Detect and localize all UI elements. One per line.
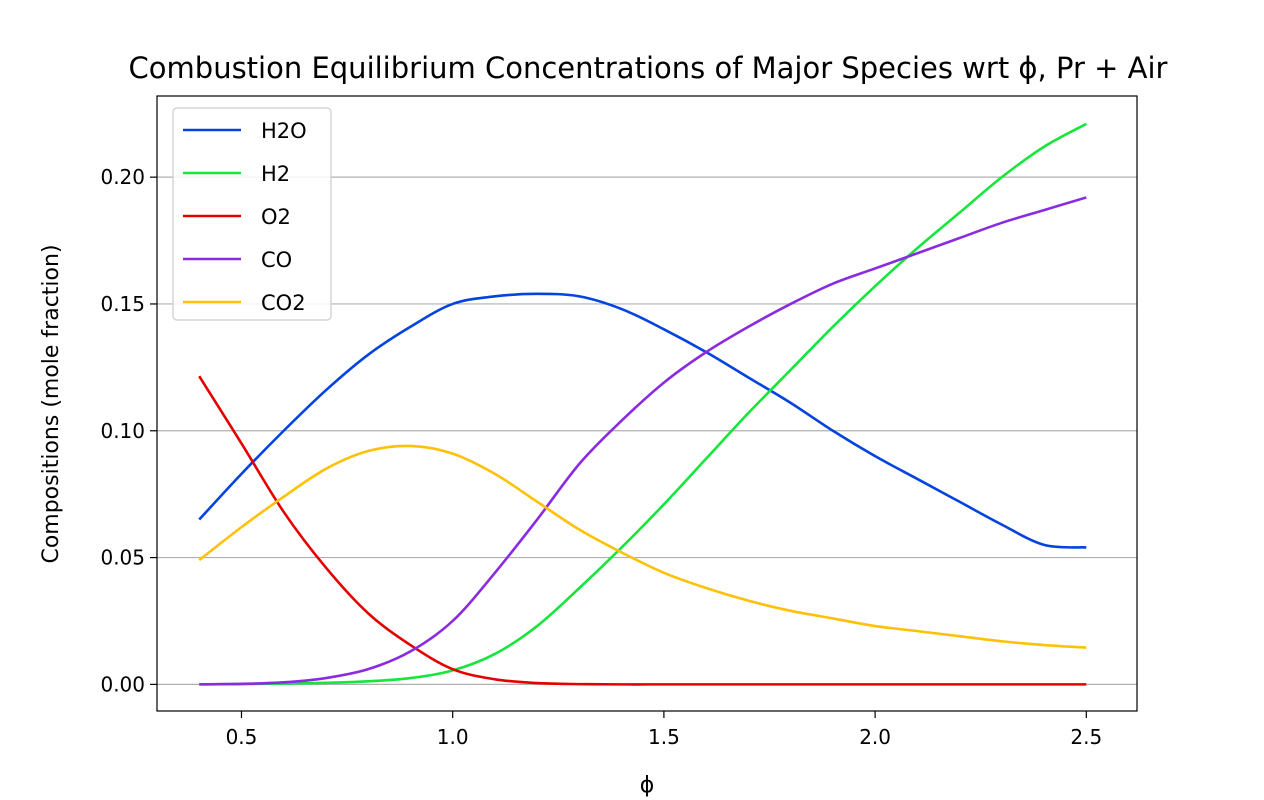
series-line-co2: [198, 444, 1087, 649]
series-layer: [198, 122, 1087, 686]
x-tick-label: 0.5: [226, 725, 258, 749]
x-tick-label: 1.5: [648, 725, 680, 749]
y-tick-label: 0.00: [100, 672, 145, 696]
series-line-o2: [198, 375, 1087, 686]
plot-area-frame: [156, 95, 1138, 712]
x-axis: 0.5 1.0 1.5 2.0 2.5: [226, 711, 1102, 749]
x-tick-label: 2.5: [1070, 725, 1102, 749]
y-tick-label: 0.15: [100, 292, 145, 316]
legend-label-h2: H2: [261, 162, 290, 186]
legend: H2O H2 O2 CO CO2: [172, 107, 332, 321]
x-tick-label: 1.0: [437, 725, 469, 749]
y-tick-label: 0.10: [100, 419, 145, 443]
legend-label-o2: O2: [261, 205, 291, 229]
legend-label-co2: CO2: [261, 291, 306, 315]
y-tick-label: 0.20: [100, 165, 145, 189]
x-axis-label: ϕ: [640, 773, 655, 798]
y-axis: 0.00 0.05 0.10 0.15 0.20: [100, 165, 157, 696]
x-tick-label: 2.0: [859, 725, 891, 749]
legend-label-co: CO: [261, 248, 292, 272]
legend-label-h2o: H2O: [261, 119, 307, 143]
series-line-h2: [199, 122, 1087, 686]
y-tick-label: 0.05: [100, 546, 145, 570]
series-line-co: [199, 196, 1087, 686]
series-line-h2o: [198, 292, 1087, 549]
y-axis-label: Compositions (mole fraction): [39, 244, 64, 563]
legend-box: [172, 107, 332, 321]
chart-title: Combustion Equilibrium Concentrations of…: [129, 51, 1168, 85]
